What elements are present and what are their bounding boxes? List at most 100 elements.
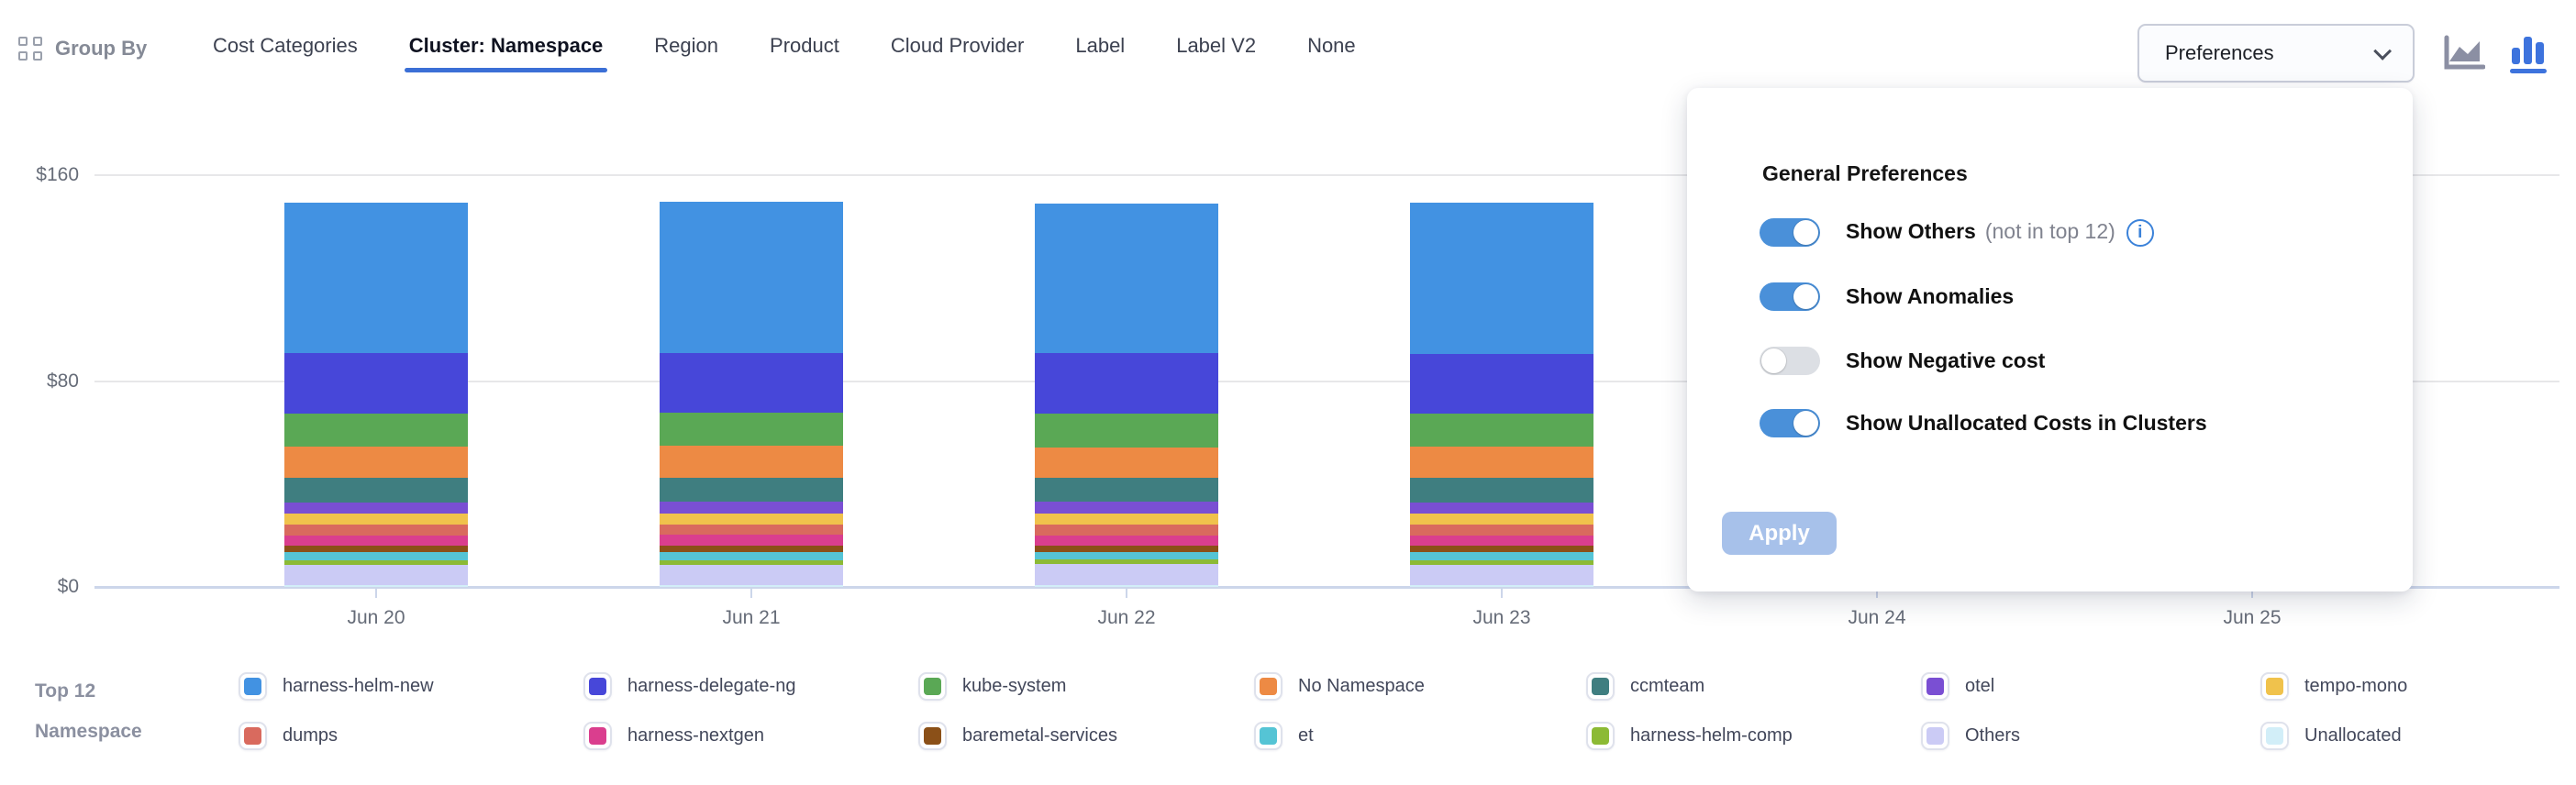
legend-item-dumps[interactable]: dumps [239,722,338,750]
bar-segment-kube-system[interactable] [284,413,468,448]
bar-segment-kube-system[interactable] [660,413,843,447]
legend-item-label: otel [1965,676,1995,696]
bar-segment-baremetal-services[interactable] [1035,545,1218,552]
legend-item-et[interactable]: et [1254,722,1314,750]
bar-segment-dumps[interactable] [660,524,843,536]
bar-segment-otel[interactable] [1035,502,1218,514]
stacked-bar-jun-21[interactable] [660,202,843,587]
tab-product[interactable]: Product [770,34,839,57]
stacked-bar-jun-22[interactable] [1035,203,1218,587]
bar-segment-harness-helm-new[interactable] [1410,203,1593,354]
bar-segment-otel[interactable] [660,501,843,514]
bar-segment-no-namespace[interactable] [284,447,468,479]
toggle-show-anomalies[interactable] [1760,282,1820,311]
bar-segment-harness-helm-new[interactable] [660,202,843,354]
bar-segment-harness-delegate-ng[interactable] [284,353,468,414]
legend-item-label: dumps [283,725,339,746]
legend-color-chip [2260,722,2289,750]
bar-segment-dumps[interactable] [284,525,468,536]
legend-item-baremetal-services[interactable]: baremetal-services [918,722,1117,750]
bar-segment-baremetal-services[interactable] [284,546,468,553]
bar-segment-no-namespace[interactable] [660,446,843,478]
legend-item-kube-system[interactable]: kube-system [918,672,1066,701]
toggle-show-unallocated-costs-in-clusters[interactable] [1760,409,1820,437]
bar-segment-tempo-mono[interactable] [1410,514,1593,525]
bar-segment-others[interactable] [1410,564,1593,586]
bar-segment-otel[interactable] [284,502,468,514]
bar-segment-kube-system[interactable] [1410,414,1593,448]
legend-item-label: Unallocated [2304,725,2402,746]
bar-segment-harness-helm-comp[interactable] [1410,559,1593,565]
bar-segment-otel[interactable] [1410,502,1593,514]
bar-segment-baremetal-services[interactable] [1410,546,1593,553]
info-icon[interactable]: i [2126,218,2154,247]
apply-button[interactable]: Apply [1722,512,1837,555]
bar-segment-no-namespace[interactable] [1035,447,1218,479]
legend-item-others[interactable]: Others [1921,722,2020,750]
legend-color-swatch [1260,678,1277,695]
bar-segment-baremetal-services[interactable] [660,545,843,552]
bar-segment-unallocated[interactable] [1035,585,1218,587]
bar-segment-harness-delegate-ng[interactable] [1410,353,1593,415]
legend-item-no-namespace[interactable]: No Namespace [1254,672,1425,701]
legend-item-unallocated[interactable]: Unallocated [2260,722,2402,750]
bar-segment-tempo-mono[interactable] [284,514,468,525]
bar-chart-icon[interactable] [2506,31,2550,75]
y-axis-tick-label: $0 [57,576,79,597]
legend-item-otel[interactable]: otel [1921,672,1994,701]
tab-region[interactable]: Region [654,34,719,57]
bar-segment-harness-nextgen[interactable] [660,535,843,546]
bar-segment-tempo-mono[interactable] [660,513,843,525]
bar-segment-unallocated[interactable] [284,585,468,587]
tab-label-v2[interactable]: Label V2 [1176,34,1257,57]
preferences-dropdown[interactable]: Preferences [2137,24,2415,83]
bar-segment-ccmteam[interactable] [660,477,843,502]
tab-cluster-namespace[interactable]: Cluster: Namespace [404,16,607,76]
bar-segment-et[interactable] [1035,551,1218,560]
legend-item-ccmteam[interactable]: ccmteam [1586,672,1704,701]
bar-segment-no-namespace[interactable] [1410,447,1593,479]
bar-segment-kube-system[interactable] [1035,413,1218,448]
legend-color-chip [1921,722,1949,750]
toggle-show-others[interactable] [1760,218,1820,247]
bar-segment-ccmteam[interactable] [284,478,468,503]
bar-segment-harness-nextgen[interactable] [1410,536,1593,547]
stacked-bar-jun-23[interactable] [1410,203,1593,587]
bar-segment-harness-nextgen[interactable] [1035,535,1218,546]
legend-item-tempo-mono[interactable]: tempo-mono [2260,672,2407,701]
bar-segment-ccmteam[interactable] [1035,478,1218,503]
bar-segment-tempo-mono[interactable] [1035,514,1218,525]
preferences-popup-title: General Preferences [1762,161,1968,185]
tab-cloud-provider[interactable]: Cloud Provider [890,34,1025,57]
legend-item-harness-helm-new[interactable]: harness-helm-new [239,672,434,701]
bar-segment-harness-helm-comp[interactable] [284,559,468,565]
bar-segment-dumps[interactable] [1035,525,1218,536]
bar-segment-others[interactable] [660,564,843,586]
area-chart-icon[interactable] [2442,31,2486,75]
bar-segment-harness-helm-new[interactable] [284,203,468,354]
bar-segment-unallocated[interactable] [1410,585,1593,587]
tab-label[interactable]: Label [1075,34,1126,57]
bar-segment-dumps[interactable] [1410,525,1593,536]
legend-item-harness-helm-comp[interactable]: harness-helm-comp [1586,722,1793,750]
bar-segment-harness-nextgen[interactable] [284,536,468,547]
bar-segment-harness-delegate-ng[interactable] [1035,352,1218,414]
toggle-show-negative-cost[interactable] [1760,347,1820,375]
bar-segment-harness-helm-new[interactable] [1035,203,1218,353]
bar-segment-et[interactable] [660,551,843,560]
bar-segment-harness-delegate-ng[interactable] [660,353,843,414]
bar-segment-unallocated[interactable] [660,585,843,587]
legend-item-harness-nextgen[interactable]: harness-nextgen [583,722,764,750]
legend-item-harness-delegate-ng[interactable]: harness-delegate-ng [583,672,795,701]
bar-segment-et[interactable] [1410,552,1593,560]
bar-segment-et[interactable] [284,552,468,560]
tab-none[interactable]: None [1307,34,1356,57]
bar-segment-ccmteam[interactable] [1410,478,1593,503]
bar-segment-others[interactable] [284,564,468,586]
bar-segment-harness-helm-comp[interactable] [1035,559,1218,565]
bar-segment-others[interactable] [1035,564,1218,586]
stacked-bar-jun-20[interactable] [284,203,468,587]
bar-segment-harness-helm-comp[interactable] [660,559,843,565]
tab-cost-categories[interactable]: Cost Categories [213,34,358,57]
